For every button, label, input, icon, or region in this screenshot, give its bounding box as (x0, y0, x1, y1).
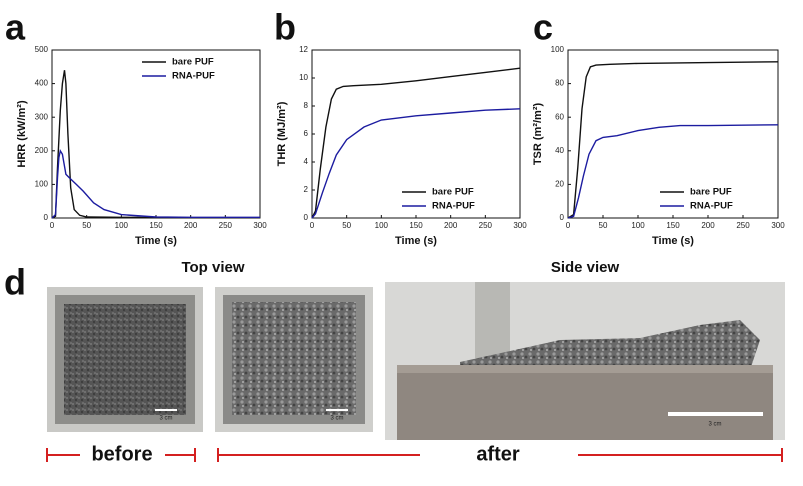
x-tick-label: 200 (184, 221, 198, 230)
x-tick-label: 0 (50, 221, 55, 230)
y-tick-label: 60 (555, 112, 564, 121)
x-tick-label: 0 (310, 221, 315, 230)
data-line (51, 70, 260, 219)
x-tick-label: 300 (513, 221, 527, 230)
x-tick-label: 100 (375, 221, 389, 230)
panel-label: c (533, 7, 553, 48)
legend-label: bare PUF (172, 57, 214, 68)
photo-before (47, 287, 203, 432)
y-tick-label: 100 (551, 45, 565, 54)
y-tick-label: 0 (304, 213, 309, 222)
panel-label: b (274, 7, 296, 48)
scale-label: 3 cm (330, 416, 343, 422)
span-lines (46, 448, 783, 462)
x-tick-label: 0 (566, 221, 571, 230)
x-tick-label: 150 (666, 221, 680, 230)
y-tick-label: 500 (35, 45, 49, 54)
heading: Side view (551, 259, 620, 276)
x-tick-label: 200 (701, 221, 715, 230)
legend-label: RNA-PUF (432, 201, 475, 212)
y-tick-label: 4 (304, 157, 309, 166)
scale-label: 3 cm (159, 416, 172, 422)
y-tick-label: 200 (35, 146, 49, 155)
label: after (476, 443, 520, 465)
y-axis-label: TSR (m²/m²) (532, 103, 544, 166)
y-tick-label: 20 (555, 180, 564, 189)
label: before (91, 443, 152, 465)
x-axis-label: Time (s) (652, 235, 694, 247)
x-tick-label: 150 (149, 221, 163, 230)
data-line (567, 124, 779, 219)
plot-frame (311, 49, 521, 219)
legend-label: RNA-PUF (690, 201, 733, 212)
photo-after-top (215, 287, 373, 432)
y-tick-label: 2 (304, 185, 309, 194)
x-tick-label: 250 (736, 221, 750, 230)
y-tick-label: 100 (35, 180, 49, 189)
y-tick-label: 80 (555, 79, 564, 88)
panel-label: d (4, 262, 26, 303)
x-tick-label: 100 (631, 221, 645, 230)
legend-label: RNA-PUF (172, 71, 215, 82)
x-tick-label: 300 (771, 221, 785, 230)
y-tick-label: 0 (560, 213, 565, 222)
y-axis-label: THR (MJ/m²) (276, 101, 288, 166)
x-tick-label: 300 (253, 221, 267, 230)
plot-frame (567, 49, 779, 219)
x-tick-label: 250 (219, 221, 233, 230)
legend-label: bare PUF (432, 187, 474, 198)
data-line (567, 61, 779, 219)
y-tick-label: 6 (304, 129, 309, 138)
heading: Top view (181, 259, 244, 276)
scale-label: 3 cm (708, 422, 721, 428)
x-tick-label: 150 (409, 221, 423, 230)
y-tick-label: 400 (35, 79, 49, 88)
x-tick-label: 50 (342, 221, 351, 230)
x-tick-label: 250 (479, 221, 493, 230)
x-tick-label: 50 (599, 221, 608, 230)
photo-side (385, 282, 785, 440)
x-tick-label: 100 (115, 221, 129, 230)
panel-label: a (5, 7, 26, 48)
x-tick-label: 200 (444, 221, 458, 230)
legend-label: bare PUF (690, 187, 732, 198)
y-tick-label: 10 (299, 73, 308, 82)
x-tick-label: 50 (82, 221, 91, 230)
data-line (51, 148, 260, 219)
data-line (311, 67, 521, 219)
x-axis-label: Time (s) (395, 235, 437, 247)
y-axis-label: HRR (kW/m²) (16, 100, 28, 168)
x-axis-label: Time (s) (135, 235, 177, 247)
y-tick-label: 8 (304, 101, 309, 110)
plot-frame (51, 49, 261, 219)
y-tick-label: 40 (555, 146, 564, 155)
y-tick-label: 300 (35, 112, 49, 121)
data-line (311, 108, 521, 219)
y-tick-label: 12 (299, 45, 308, 54)
y-tick-label: 0 (44, 213, 49, 222)
